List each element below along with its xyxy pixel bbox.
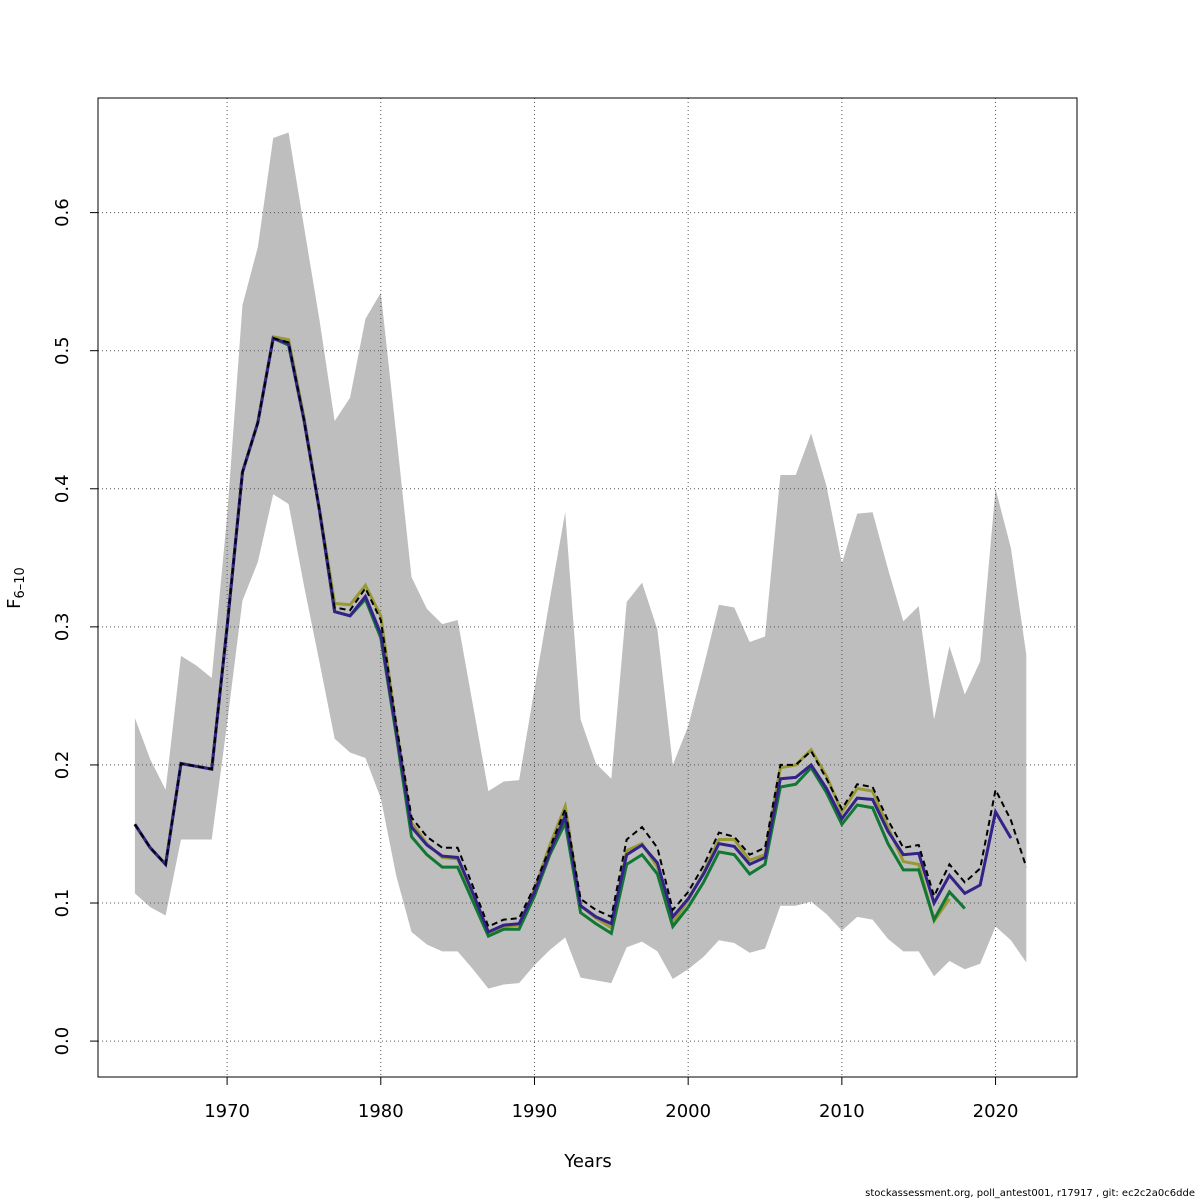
y-axis-label-main: F bbox=[4, 598, 25, 608]
y-axis-label: F6–10 bbox=[4, 567, 28, 609]
y-axis-label-sub: 6–10 bbox=[13, 567, 28, 598]
y-tick-label: 0.2 bbox=[52, 751, 73, 780]
y-tick-label: 0.6 bbox=[52, 198, 73, 227]
x-tick-label: 2010 bbox=[819, 1101, 865, 1122]
y-tick-label: 0.3 bbox=[52, 613, 73, 642]
x-tick-label: 1990 bbox=[512, 1101, 558, 1122]
series-line bbox=[133, 336, 1013, 935]
x-tick-label: 1970 bbox=[204, 1101, 250, 1122]
plot-frame bbox=[97, 97, 1078, 1078]
y-tick-label: 0.0 bbox=[52, 1027, 73, 1056]
series-line bbox=[134, 337, 1028, 928]
y-tick-label: 0.4 bbox=[52, 474, 73, 503]
y-tick-label: 0.5 bbox=[52, 336, 73, 365]
x-tick-label: 2000 bbox=[665, 1101, 711, 1122]
y-tick-label: 0.1 bbox=[52, 889, 73, 918]
x-axis-label: Years bbox=[563, 1151, 612, 1172]
x-tick-label: 1980 bbox=[358, 1101, 404, 1122]
x-tick-label: 2020 bbox=[973, 1101, 1019, 1122]
confidence-band bbox=[134, 132, 1027, 989]
footer: stockassessment.org, poll_antest001, r17… bbox=[865, 1188, 1195, 1199]
